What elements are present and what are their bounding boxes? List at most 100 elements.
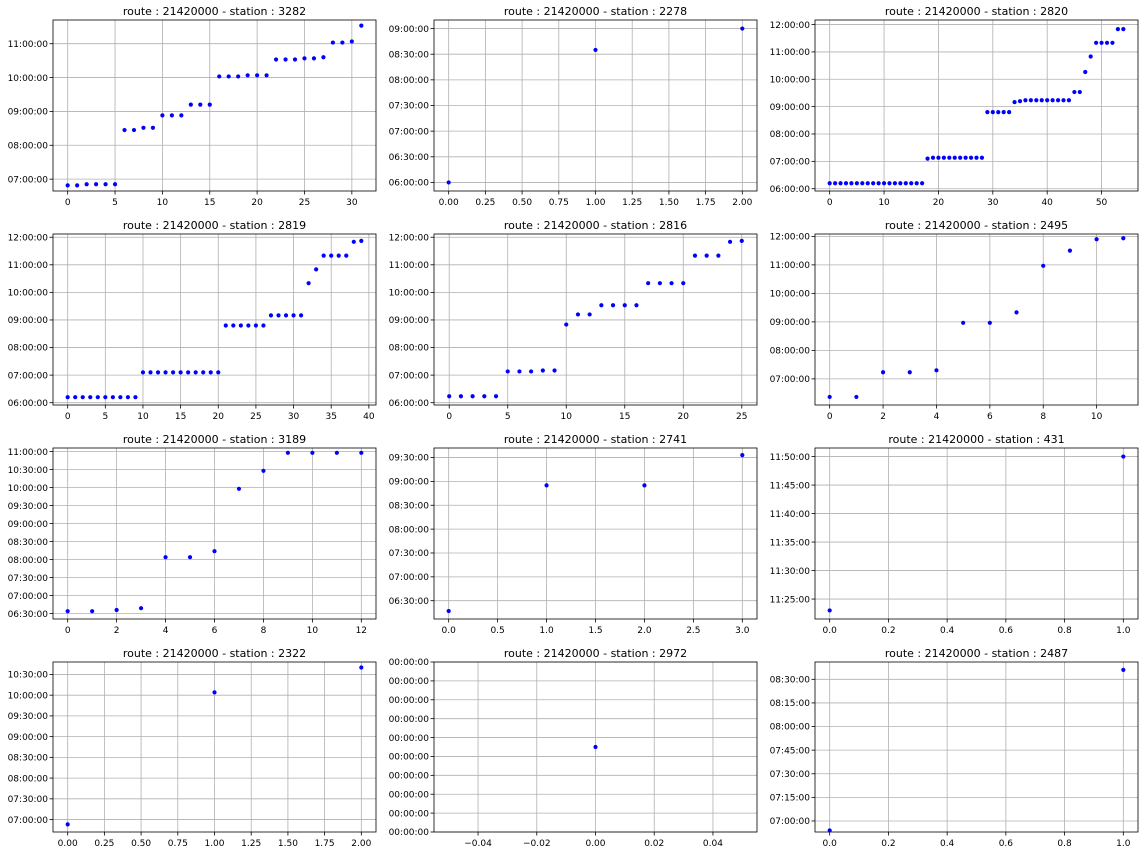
y-tick-label: 00:00:00 (389, 753, 430, 763)
data-point (217, 74, 222, 79)
data-point (482, 394, 487, 399)
data-point (920, 181, 925, 186)
x-tick-label: 10 (878, 198, 890, 208)
y-tick-label: 11:00:00 (8, 261, 49, 271)
data-point (552, 368, 557, 373)
data-point (838, 181, 843, 186)
y-tick-label: 11:30:00 (770, 567, 811, 577)
subplot-8: 0.0 0.5 1.0 1.5 2.0 2.5 3.0 06:30:00 07:00:00 07:… (389, 433, 758, 636)
y-tick-label: 07:45:00 (770, 746, 811, 756)
x-tick-label: 2.00 (732, 198, 752, 208)
x-tick-label: 0.00 (585, 839, 605, 849)
data-point (201, 370, 206, 375)
data-point (330, 40, 336, 45)
y-tick-label: 11:50:00 (770, 453, 811, 463)
data-point (727, 239, 733, 244)
data-point (871, 181, 876, 186)
data-point (587, 312, 592, 317)
x-tick-label: 8 (261, 626, 267, 636)
y-tick-label: 07:15:00 (770, 794, 811, 804)
data-point (264, 73, 269, 78)
y-tick-label: 11:00:00 (389, 261, 430, 271)
y-tick-label: 00:00:00 (389, 828, 430, 838)
subplot-title: route : 21420000 - station : 2741 (504, 433, 687, 446)
data-point (865, 181, 870, 186)
y-tick-label: 11:25:00 (770, 595, 811, 605)
x-tick-label: 4 (934, 412, 940, 422)
data-point (947, 155, 952, 160)
data-point (255, 73, 260, 78)
data-point (359, 665, 364, 670)
data-point (458, 394, 464, 399)
data-point (90, 609, 95, 614)
x-tick-label: 0.00 (58, 839, 78, 849)
subplot-4: 0 5 10 15 20 25 30 35 40 06:00:00 07:00:00 08:00:00… (8, 219, 377, 422)
data-point (236, 486, 242, 491)
data-point (1012, 99, 1017, 105)
y-tick-label: 10:00:00 (8, 289, 49, 299)
y-tick-label: 09:00:00 (8, 733, 49, 743)
x-tick-label: 0 (446, 412, 452, 422)
data-point (103, 395, 108, 400)
y-tick-label: 00:00:00 (389, 809, 430, 819)
data-point (692, 253, 698, 258)
data-point (245, 73, 250, 78)
data-point (112, 182, 118, 187)
data-point (84, 182, 89, 187)
x-tick-label: 15 (204, 198, 215, 208)
data-point (505, 369, 510, 374)
data-point (236, 74, 241, 79)
x-tick-label: 1.00 (204, 839, 224, 849)
data-point (1067, 248, 1073, 253)
data-point (95, 395, 100, 400)
x-tick-label: 1.50 (659, 198, 679, 208)
subplot-title: route : 21420000 - station : 431 (888, 433, 1064, 446)
x-tick-label: 6 (212, 626, 218, 636)
data-point (187, 555, 193, 560)
y-tick-label: 09:30:00 (8, 502, 49, 512)
subplot-5: 0 5 10 15 20 25 06:00:00 07:00:00 08:00:00 09:00:… (389, 219, 758, 422)
data-point (447, 394, 452, 399)
x-tick-label: 30 (987, 198, 999, 208)
x-tick-label: 0.75 (168, 839, 188, 849)
data-point (193, 370, 198, 375)
data-point (1121, 454, 1126, 459)
x-tick-label: 0.4 (940, 839, 955, 849)
y-tick-label: 07:00:00 (389, 371, 430, 381)
data-point (930, 155, 936, 160)
data-point (340, 40, 345, 45)
y-tick-label: 08:30:00 (389, 501, 430, 511)
y-tick-label: 07:00:00 (389, 573, 430, 583)
y-tick-label: 10:00:00 (8, 74, 49, 84)
data-point (575, 312, 581, 317)
data-point (302, 56, 307, 61)
x-tick-label: 5 (112, 198, 118, 208)
y-tick-label: 07:00:00 (8, 816, 49, 826)
subplot-title: route : 21420000 - station : 2819 (123, 219, 306, 232)
data-point (1034, 98, 1039, 103)
y-tick-label: 10:00:00 (389, 289, 430, 299)
y-tick-label: 00:00:00 (389, 677, 430, 687)
y-tick-label: 08:00:00 (8, 141, 49, 151)
y-tick-label: 08:00:00 (389, 344, 430, 354)
subplot-title: route : 21420000 - station : 3189 (123, 433, 306, 446)
x-tick-label: 25 (736, 412, 747, 422)
y-tick-label: 10:00:00 (8, 691, 49, 701)
x-tick-label: 25 (250, 412, 261, 422)
x-tick-label: 10 (307, 626, 319, 636)
data-point (876, 181, 881, 186)
x-tick-label: 0.6 (999, 626, 1014, 636)
data-point (1094, 40, 1099, 45)
y-tick-label: 11:35:00 (770, 538, 811, 548)
subplot-title: route : 21420000 - station : 2820 (885, 5, 1068, 18)
data-point (310, 450, 315, 455)
data-point (907, 370, 912, 375)
data-point (827, 608, 832, 613)
data-point (253, 323, 259, 328)
data-point (914, 181, 919, 186)
data-point (898, 181, 903, 186)
x-tick-label: 12 (356, 626, 367, 636)
data-point (1050, 98, 1055, 103)
data-point (610, 303, 616, 308)
x-tick-label: 0.75 (549, 198, 569, 208)
